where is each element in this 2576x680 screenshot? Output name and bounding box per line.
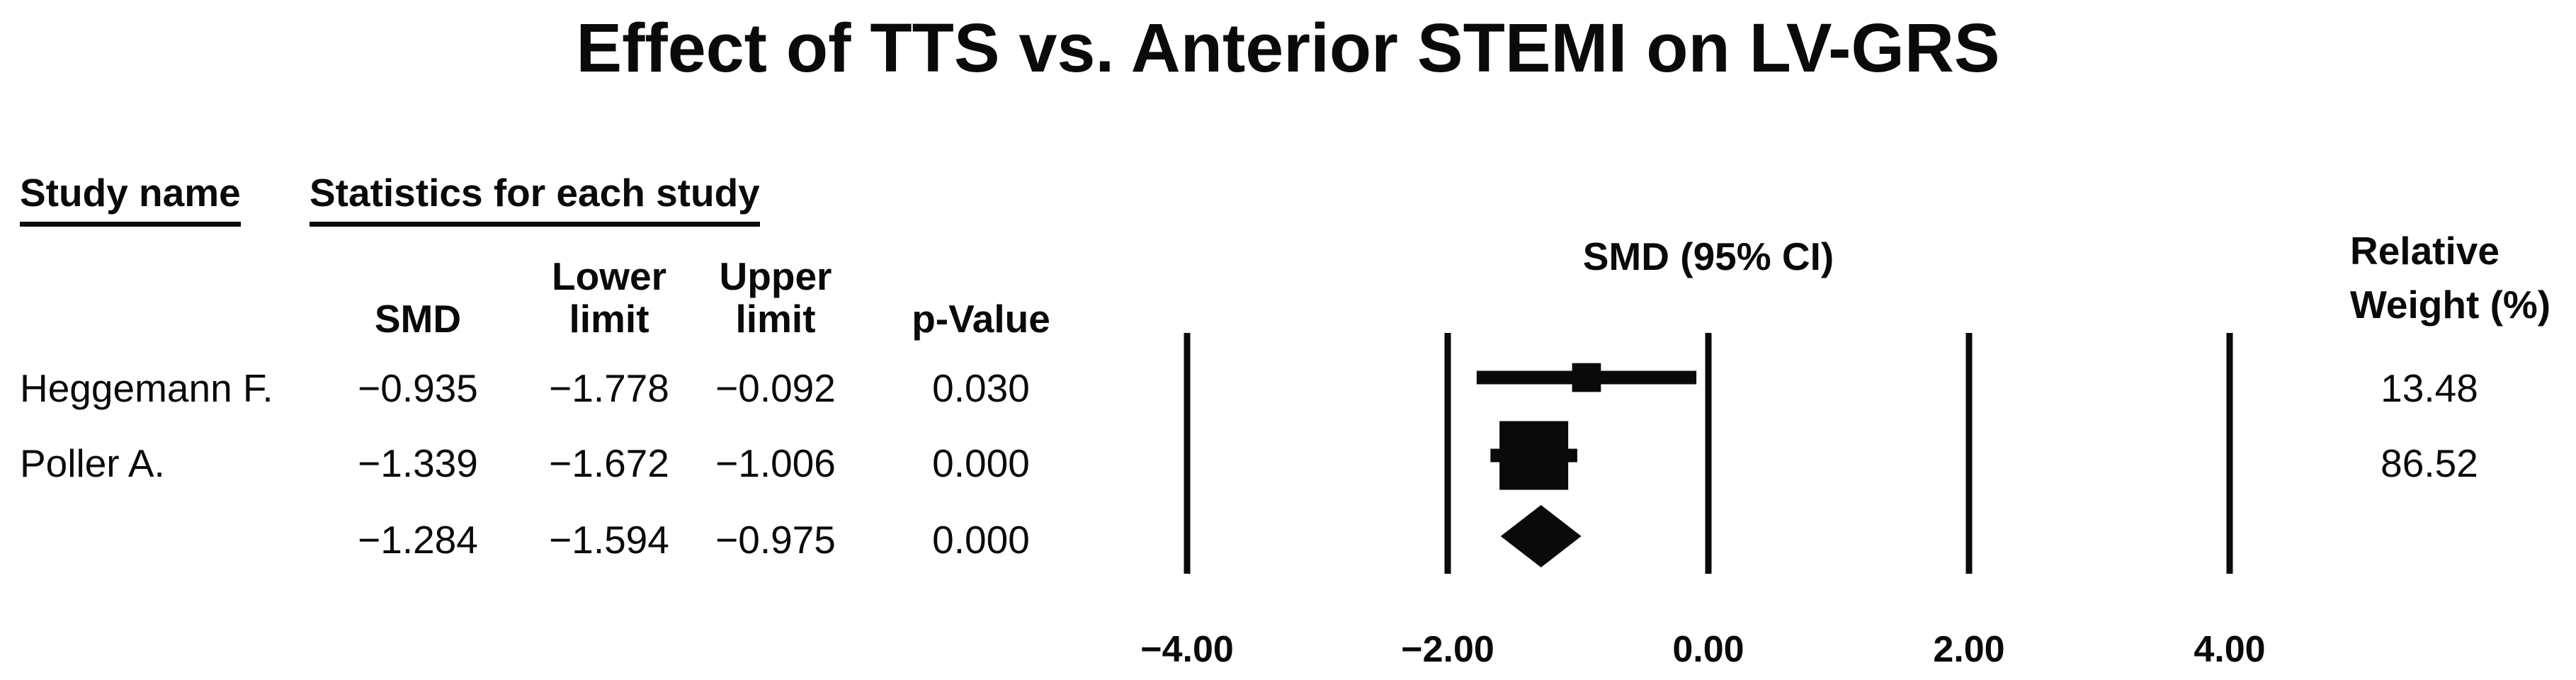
column-header-p-value: p-Value (912, 297, 1050, 341)
p-value-cell: 0.000 (932, 518, 1030, 562)
study-row: Poller A. −1.339 −1.672 −1.006 0.000 86.52 (0, 436, 2576, 491)
axis-tick-label: −4.00 (1140, 629, 1234, 670)
axis-gridline (1444, 333, 1451, 574)
upper-limit-cell: −0.975 (715, 518, 836, 562)
effect-size-square (1572, 363, 1601, 392)
pooled-diamond (1500, 505, 1582, 567)
axis-tick-label: −2.00 (1401, 629, 1494, 670)
axis-tick-label: 2.00 (1933, 629, 2004, 670)
column-group-header-statistics: Statistics for each study (310, 170, 760, 227)
axis-tick-label: 4.00 (2194, 629, 2265, 670)
lower-limit-cell: −1.778 (549, 366, 669, 410)
upper-limit-cell: −0.092 (715, 366, 836, 410)
smd-value-cell: −1.284 (358, 518, 478, 562)
lower-limit-cell: −1.594 (549, 518, 669, 562)
relative-weight-cell: 86.52 (2381, 441, 2478, 485)
smd-value-cell: −1.339 (358, 441, 478, 485)
effect-size-square (1499, 421, 1569, 490)
column-header-smd: SMD (374, 297, 462, 341)
study-row: Heggemann F. −0.935 −1.778 −0.092 0.030 13.48 (0, 361, 2576, 416)
lower-limit-cell: −1.672 (549, 441, 669, 485)
study-name-cell: Heggemann F. (20, 366, 273, 410)
axis-gridline (1705, 333, 1712, 574)
relative-weight-cell: 13.48 (2381, 366, 2478, 410)
axis-gridline (1184, 333, 1191, 574)
upper-limit-cell: −1.006 (715, 441, 836, 485)
p-value-cell: 0.000 (932, 441, 1030, 485)
column-group-header-study-name: Study name (20, 170, 241, 227)
axis-gridline (2226, 333, 2233, 574)
plot-effect-size-header: SMD (95% CI) (1582, 234, 1834, 278)
study-name-cell: Poller A. (20, 441, 165, 485)
column-header-upper-limit: Upper limit (719, 254, 832, 341)
axis-gridline (1965, 333, 1973, 574)
p-value-cell: 0.030 (932, 366, 1030, 410)
relative-weight-header: Relative Weight (%) (2350, 229, 2551, 327)
smd-value-cell: −0.935 (358, 366, 478, 410)
figure-title: Effect of TTS vs. Anterior STEMI on LV-G… (576, 9, 2000, 86)
overall-row: −1.284 −1.594 −0.975 0.000 (0, 512, 2576, 567)
axis-tick-label: 0.00 (1672, 629, 1744, 670)
forest-plot-area: −4.00 −2.00 0.00 2.00 4.00 (1140, 333, 2266, 670)
column-header-lower-limit: Lower limit (552, 254, 666, 341)
